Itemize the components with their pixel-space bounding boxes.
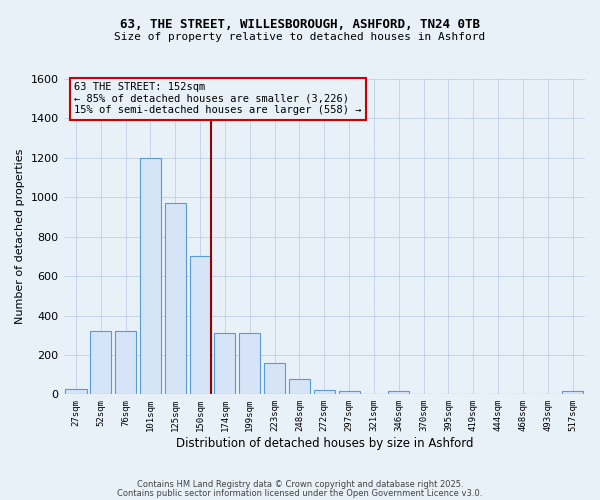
Text: Contains HM Land Registry data © Crown copyright and database right 2025.: Contains HM Land Registry data © Crown c… xyxy=(137,480,463,489)
Bar xyxy=(90,332,112,394)
Bar xyxy=(115,332,136,394)
Y-axis label: Number of detached properties: Number of detached properties xyxy=(15,149,25,324)
Bar xyxy=(338,392,359,394)
Bar xyxy=(562,392,583,394)
Bar xyxy=(140,158,161,394)
Bar xyxy=(314,390,335,394)
Bar xyxy=(388,392,409,394)
Text: Contains public sector information licensed under the Open Government Licence v3: Contains public sector information licen… xyxy=(118,488,482,498)
Text: 63 THE STREET: 152sqm
← 85% of detached houses are smaller (3,226)
15% of semi-d: 63 THE STREET: 152sqm ← 85% of detached … xyxy=(74,82,361,116)
Text: Size of property relative to detached houses in Ashford: Size of property relative to detached ho… xyxy=(115,32,485,42)
Bar xyxy=(165,203,186,394)
Bar xyxy=(65,390,86,394)
Text: 63, THE STREET, WILLESBOROUGH, ASHFORD, TN24 0TB: 63, THE STREET, WILLESBOROUGH, ASHFORD, … xyxy=(120,18,480,30)
Bar xyxy=(214,333,235,394)
X-axis label: Distribution of detached houses by size in Ashford: Distribution of detached houses by size … xyxy=(176,437,473,450)
Bar xyxy=(264,363,285,394)
Bar xyxy=(190,256,211,394)
Bar xyxy=(239,333,260,394)
Bar xyxy=(289,378,310,394)
